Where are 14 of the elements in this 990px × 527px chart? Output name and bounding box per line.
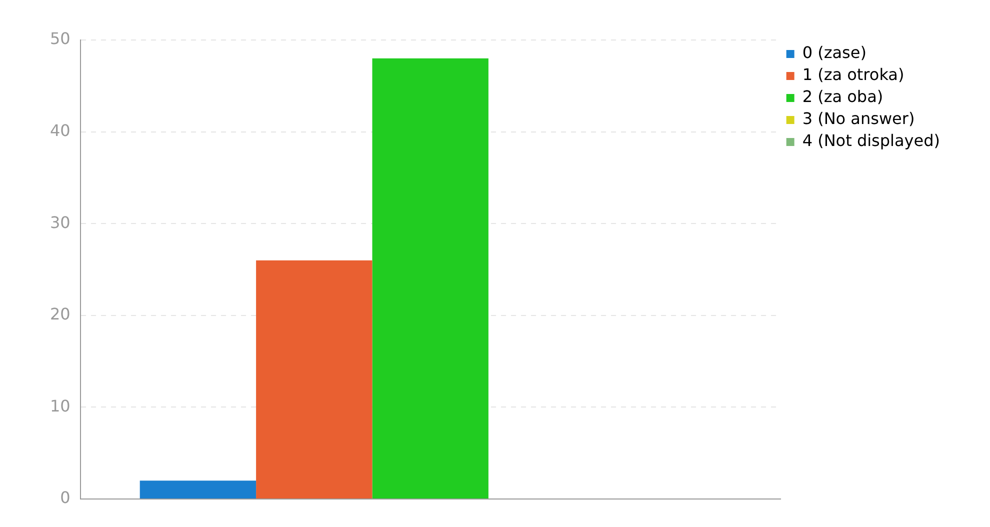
legend-label: 2 (za oba) <box>802 87 884 106</box>
legend-label: 1 (za otroka) <box>802 65 904 84</box>
legend-label: 3 (No answer) <box>802 109 915 128</box>
y-tick-label: 30 <box>50 212 70 232</box>
y-tick-label: 0 <box>60 488 70 508</box>
bar <box>372 58 488 498</box>
y-tick-label: 40 <box>50 120 70 140</box>
legend-label: 0 (zase) <box>802 43 866 62</box>
y-tick-label: 20 <box>50 304 70 324</box>
legend-label: 4 (Not displayed) <box>802 131 940 150</box>
y-tick-label: 50 <box>50 29 70 48</box>
bar <box>140 480 256 498</box>
y-tick-label: 10 <box>50 396 70 416</box>
bar <box>256 260 372 498</box>
